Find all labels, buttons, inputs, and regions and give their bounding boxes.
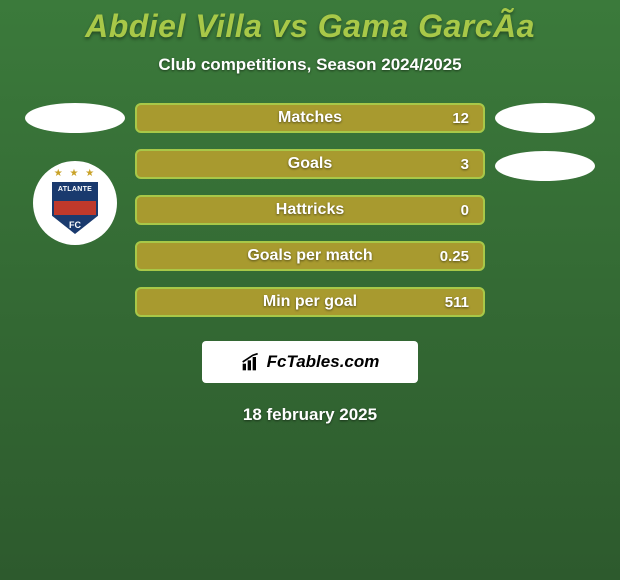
chart-icon bbox=[241, 352, 261, 372]
comparison-title: Abdiel Villa vs Gama GarcÃ­a bbox=[0, 8, 620, 45]
left-player-avatar bbox=[25, 103, 125, 133]
brand-box: FcTables.com bbox=[202, 341, 418, 383]
stat-bar-hattricks: Hattricks 0 bbox=[135, 195, 485, 225]
club-name-label: ATLANTE bbox=[58, 186, 92, 193]
right-club-placeholder bbox=[495, 151, 595, 181]
stat-label: Min per goal bbox=[263, 293, 357, 311]
stat-right-value: 12 bbox=[452, 110, 469, 127]
stat-right-value: 0.25 bbox=[440, 248, 469, 265]
stat-bar-mpg: Min per goal 511 bbox=[135, 287, 485, 317]
stats-column: Matches 12 Goals 3 Hattricks 0 Goals per… bbox=[135, 103, 485, 317]
date-label: 18 february 2025 bbox=[0, 405, 620, 425]
comparison-row: ★ ★ ★ ATLANTE FC Matches 12 Goals 3 bbox=[0, 103, 620, 317]
stat-right-value: 0 bbox=[461, 202, 469, 219]
right-player-col bbox=[495, 103, 595, 181]
main-container: Abdiel Villa vs Gama GarcÃ­a Club compet… bbox=[0, 0, 620, 425]
brand-label: FcTables.com bbox=[267, 352, 380, 372]
badge-inner: ★ ★ ★ ATLANTE FC bbox=[44, 168, 106, 238]
stat-right-value: 3 bbox=[461, 156, 469, 173]
club-short-label: FC bbox=[44, 220, 106, 230]
stat-label: Goals per match bbox=[247, 247, 372, 265]
right-player-avatar bbox=[495, 103, 595, 133]
stat-right-value: 511 bbox=[445, 294, 469, 311]
left-player-col: ★ ★ ★ ATLANTE FC bbox=[25, 103, 125, 245]
left-club-badge: ★ ★ ★ ATLANTE FC bbox=[33, 161, 117, 245]
stat-label: Hattricks bbox=[276, 201, 344, 219]
stat-bar-goals: Goals 3 bbox=[135, 149, 485, 179]
stat-bar-gpm: Goals per match 0.25 bbox=[135, 241, 485, 271]
season-subtitle: Club competitions, Season 2024/2025 bbox=[0, 55, 620, 75]
stat-label: Goals bbox=[288, 155, 332, 173]
stat-label: Matches bbox=[278, 109, 342, 127]
stat-bar-matches: Matches 12 bbox=[135, 103, 485, 133]
badge-stars-icon: ★ ★ ★ bbox=[44, 168, 106, 179]
